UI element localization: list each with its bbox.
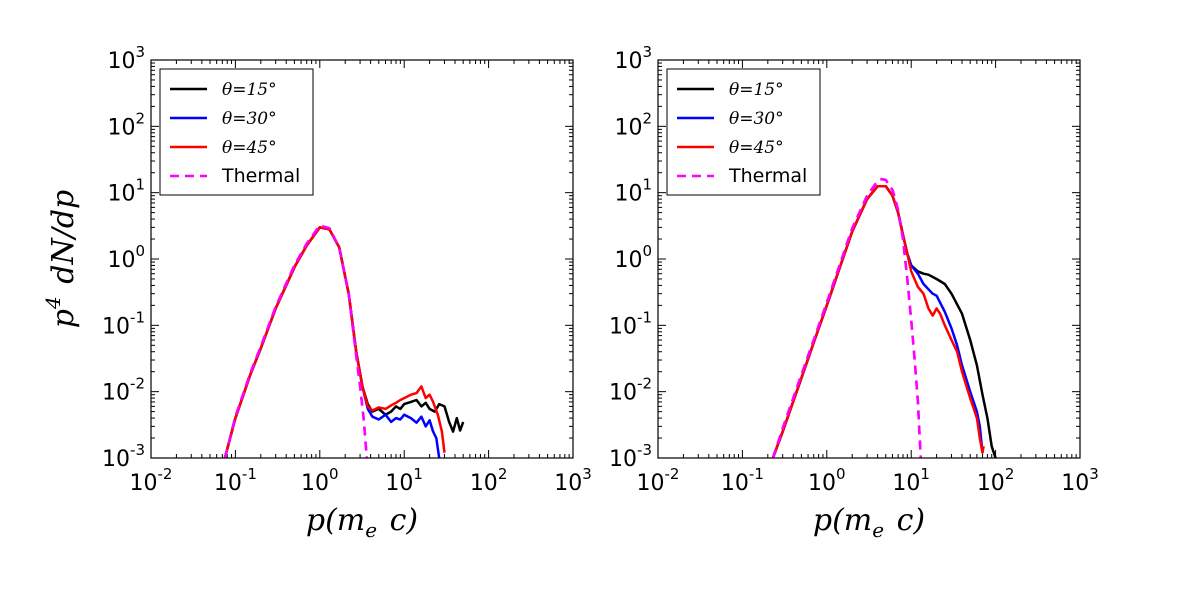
x-tick-label: 10-2	[130, 465, 173, 496]
series-line-theta-1	[223, 226, 441, 458]
x-tick-label: 100	[808, 465, 846, 496]
x-tick-label: 10-1	[721, 465, 764, 496]
x-tick-label: 101	[385, 465, 423, 496]
series-line-theta-2	[771, 184, 985, 458]
legend-label: θ=30°	[222, 109, 277, 129]
axis-ticks	[657, 60, 1080, 459]
y-tick-label: 10-2	[609, 375, 652, 406]
x-tick-label: 101	[892, 465, 930, 496]
y-tick-label: 10-1	[102, 308, 145, 339]
plot-frame	[657, 59, 1081, 459]
x-tick-label: 10-2	[637, 465, 680, 496]
plot-frame	[150, 59, 574, 459]
y-tick-label: 10-3	[102, 441, 145, 472]
y-tick-label: 103	[107, 43, 145, 74]
y-tick-label: 102	[107, 109, 145, 140]
chart-panel-left: 10-2 10-1 100 101 102 10310-310-210-110010110…	[41, 43, 592, 542]
legend-label: θ=30°	[729, 109, 784, 129]
series-line-thermal-overlay	[223, 224, 369, 458]
x-tick-label: 102	[470, 465, 508, 496]
legend-label: θ=15°	[729, 80, 784, 100]
axis-ticks	[150, 60, 573, 459]
x-axis-label: p(me c)	[813, 503, 925, 542]
legend-label: Thermal	[728, 165, 807, 187]
y-tick-label: 103	[614, 43, 652, 74]
y-tick-label: 101	[614, 176, 652, 207]
x-tick-label: 100	[301, 465, 339, 496]
series-line-theta-2	[223, 226, 446, 458]
legend-label: Thermal	[221, 165, 300, 187]
x-axis-label: p(me c)	[306, 503, 418, 542]
legend-label: θ=45°	[222, 138, 277, 158]
legend: θ=15° θ=30° θ=45° Thermal	[666, 68, 821, 196]
y-tick-label: 10-1	[609, 308, 652, 339]
y-tick-label: 100	[614, 242, 652, 273]
legend: θ=15° θ=30° θ=45° Thermal	[159, 68, 314, 196]
x-tick-label: 10-1	[214, 465, 257, 496]
y-tick-label: 102	[614, 109, 652, 140]
y-tick-label: 100	[107, 242, 145, 273]
y-axis-label: p4 dN/dp	[41, 190, 81, 328]
y-tick-label: 10-3	[609, 441, 652, 472]
x-tick-label: 102	[977, 465, 1015, 496]
legend-label: θ=45°	[729, 138, 784, 158]
series-line-thermal-overlay	[771, 177, 923, 458]
x-tick-label: 103	[554, 465, 592, 496]
series-line-thermal	[771, 177, 923, 458]
legend-label: θ=15°	[222, 80, 277, 100]
series-line-theta-1	[771, 184, 984, 458]
y-tick-label: 10-2	[102, 375, 145, 406]
chart-panel-right: 10-2 10-1 100 101 102 10310-310-210-110010110…	[609, 43, 1099, 542]
x-tick-label: 103	[1061, 465, 1099, 496]
series-group	[771, 177, 997, 458]
series-group	[223, 224, 465, 458]
y-tick-label: 101	[107, 176, 145, 207]
series-line-theta-0	[771, 184, 997, 458]
